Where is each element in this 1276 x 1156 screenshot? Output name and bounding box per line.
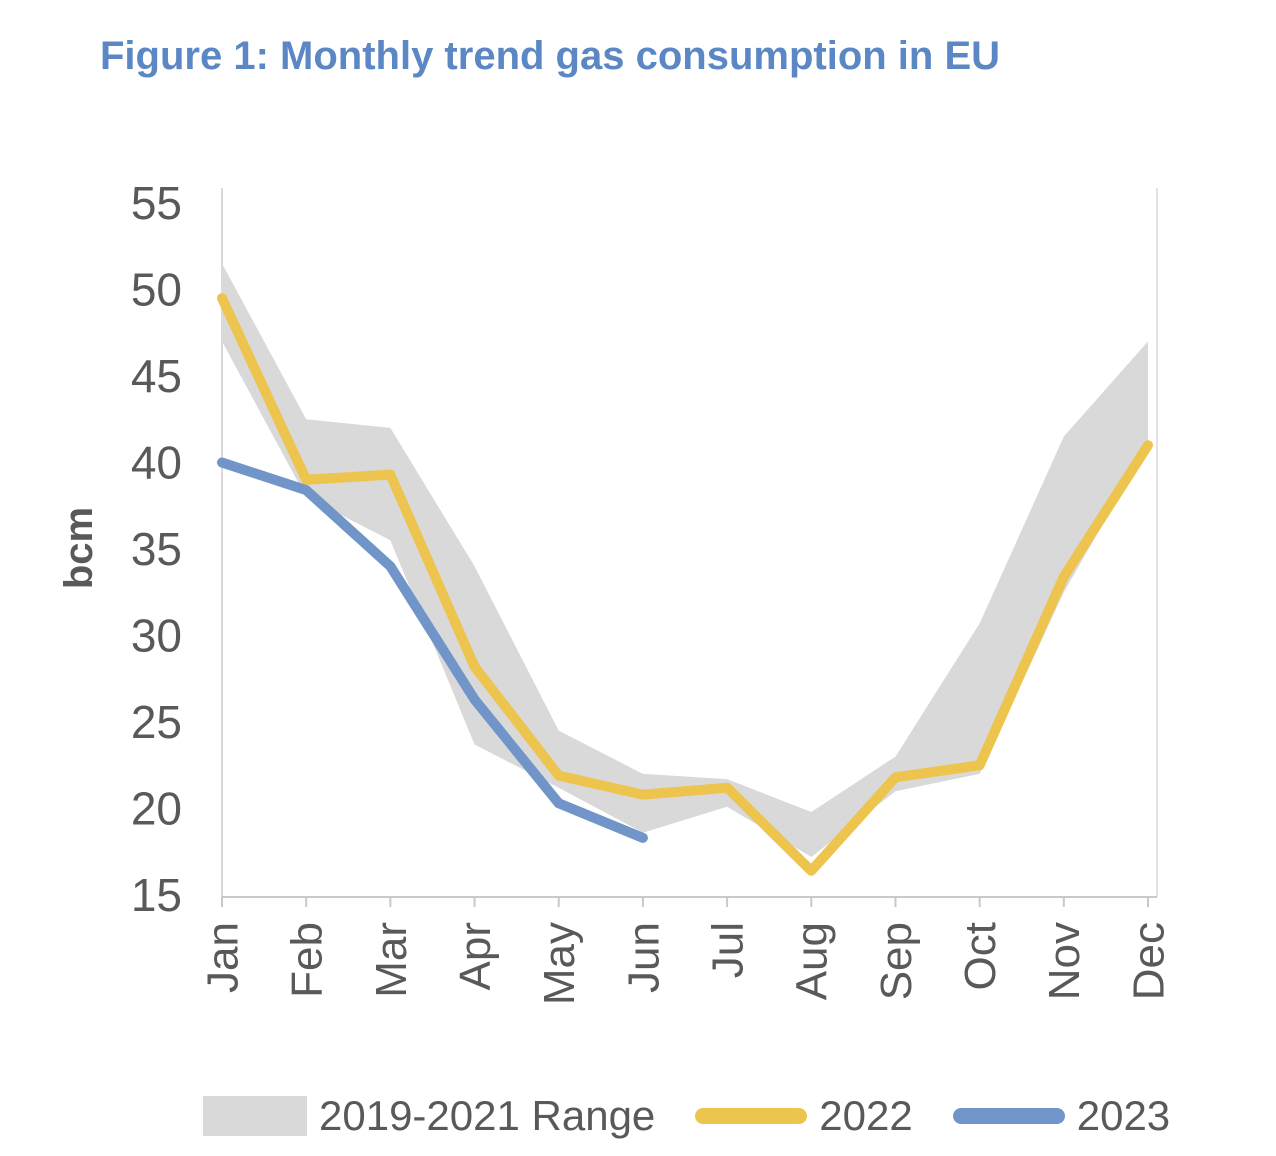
svg-text:Nov: Nov <box>1040 922 1089 1000</box>
figure-title: Figure 1: Monthly trend gas consumption … <box>100 34 1001 78</box>
legend-label-2023: 2023 <box>1076 1092 1171 1139</box>
y-axis-labels: 55 50 45 40 35 30 25 20 15 <box>131 177 182 921</box>
svg-text:Jun: Jun <box>619 922 668 993</box>
svg-text:Aug: Aug <box>788 922 837 1000</box>
svg-text:Jul: Jul <box>703 922 752 978</box>
svg-text:20: 20 <box>131 783 182 835</box>
chart-legend: 2019-2021 Range 2022 2023 <box>203 1092 1170 1140</box>
series-2022-line <box>217 293 1153 876</box>
svg-text:Apr: Apr <box>451 922 500 990</box>
legend-swatch-range-icon <box>203 1096 307 1136</box>
y-axis-title: bcm <box>57 507 101 589</box>
svg-text:Feb: Feb <box>283 922 332 998</box>
legend-label-2022: 2022 <box>819 1092 913 1139</box>
range-band <box>222 263 1148 857</box>
series-2023-line <box>217 457 648 843</box>
legend-label-range: 2019-2021 Range <box>319 1092 656 1139</box>
svg-text:15: 15 <box>131 869 182 921</box>
svg-text:30: 30 <box>131 610 182 662</box>
svg-text:Oct: Oct <box>956 922 1005 990</box>
svg-text:May: May <box>535 922 584 1005</box>
svg-text:Dec: Dec <box>1124 922 1173 1000</box>
x-axis-ticks <box>221 897 1149 907</box>
svg-text:55: 55 <box>131 177 182 229</box>
svg-text:Jan: Jan <box>198 922 247 993</box>
svg-text:Mar: Mar <box>367 922 416 998</box>
svg-text:Sep: Sep <box>872 922 921 1000</box>
svg-text:35: 35 <box>131 523 182 575</box>
legend-swatch-2023-icon <box>952 1108 1065 1124</box>
svg-text:40: 40 <box>131 437 182 489</box>
svg-text:25: 25 <box>131 696 182 748</box>
legend-swatch-2022-icon <box>695 1108 808 1124</box>
x-axis-labels: Jan Feb Mar Apr May Jun Jul Aug Sep Oct Nov Dec <box>198 922 1173 1005</box>
svg-text:50: 50 <box>131 264 182 316</box>
svg-text:45: 45 <box>131 350 182 402</box>
